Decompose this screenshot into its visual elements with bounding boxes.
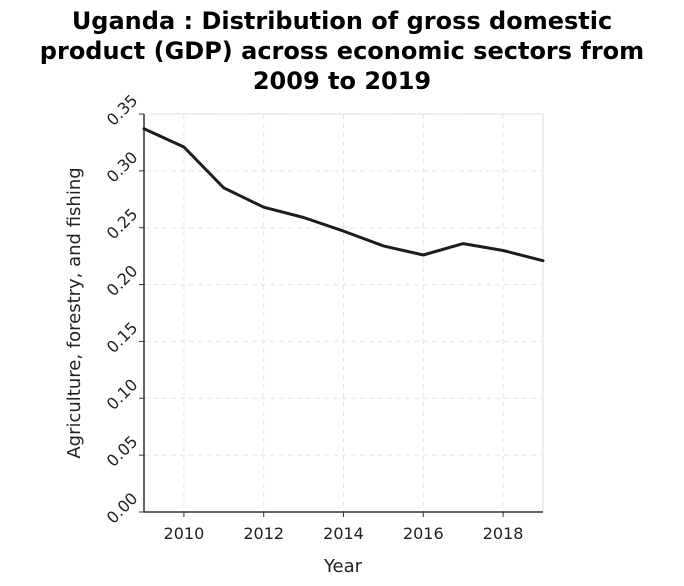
y-tick-label: 0.20 <box>103 261 142 300</box>
y-tick-label: 0.10 <box>103 375 142 414</box>
series-group <box>142 127 545 263</box>
chart-title-line-3: 2009 to 2019 <box>252 67 432 95</box>
chart-title: Uganda : Distribution of gross domestic … <box>0 6 684 96</box>
y-tick-label: 0.30 <box>103 148 142 187</box>
x-axis-label: Year <box>323 556 363 577</box>
x-tick-label: 2014 <box>323 524 364 543</box>
x-tick-label: 2012 <box>243 524 284 543</box>
x-tick-label: 2010 <box>164 524 205 543</box>
y-tick-label: 0.15 <box>103 318 142 357</box>
chart-title-line-2: product (GDP) across economic sectors fr… <box>39 37 645 65</box>
y-tick-label: 0.35 <box>103 91 142 130</box>
x-tick-label: 2016 <box>403 524 444 543</box>
x-tick-label: 2018 <box>483 524 524 543</box>
chart-title-line-1: Uganda : Distribution of gross domestic <box>71 7 613 35</box>
y-tick-label: 0.25 <box>103 205 142 244</box>
y-tick-label: 0.05 <box>103 432 142 471</box>
y-tick-label: 0.00 <box>103 489 142 528</box>
y-axis-label: Agriculture, forestry, and fishing <box>64 167 85 458</box>
grid-lines <box>144 113 543 513</box>
